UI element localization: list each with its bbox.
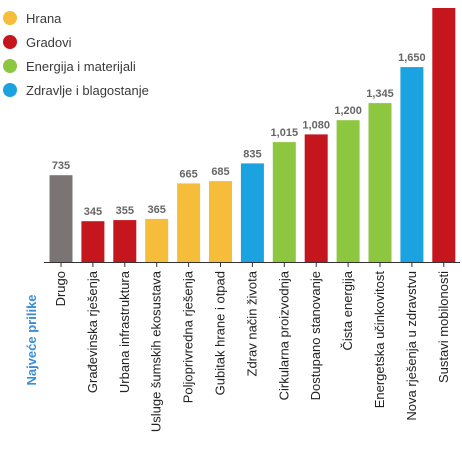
category-label: Energetska učinkovitost — [372, 271, 387, 409]
category-label: Usluge šumskih ekosustava — [149, 270, 164, 432]
legend-swatch-zdravlje — [3, 83, 17, 97]
y-axis-label: Najveće prilike — [24, 294, 39, 385]
legend-label-gradovi: Gradovi — [26, 34, 72, 50]
category-label: Građevinska rješenja — [85, 270, 100, 393]
bar — [272, 142, 296, 262]
category-label: Cirkularna proizvodnja — [276, 270, 291, 400]
bar — [432, 8, 456, 262]
legend-swatch-energija — [3, 59, 17, 73]
bar-value-label: 1,015 — [271, 127, 299, 139]
bar — [113, 220, 137, 262]
legend-label-zdravlje: Zdravlje i blagostanje — [26, 82, 149, 98]
legend-item-energija: Energija i materijali — [3, 54, 149, 78]
bar-value-label: 1,200 — [334, 105, 362, 117]
bar-value-label: 1,080 — [302, 119, 330, 131]
category-label: Nova rješenja u zdravstvu — [404, 271, 419, 421]
bar — [209, 181, 232, 262]
bar — [81, 221, 105, 262]
bar — [304, 134, 328, 262]
legend-label-hrana: Hrana — [26, 10, 62, 26]
category-label: Dostupano stanovanje — [308, 271, 323, 400]
legend-item-hrana: Hrana — [3, 6, 149, 30]
bar — [177, 183, 201, 262]
category-label: Drugo — [53, 271, 68, 306]
category-label: Zdrav način života — [244, 270, 259, 376]
category-label: Poljoprivredna rješenja — [181, 270, 196, 403]
bar-value-label: 1,650 — [398, 52, 426, 64]
bar-value-label: 365 — [148, 204, 166, 216]
category-label: Gubitak hrane i otpad — [213, 271, 228, 395]
plot-area: 735 Drugo 345 Građevinska rješenja 355 Urbana… — [44, 8, 460, 432]
bar — [400, 67, 424, 262]
bar-value-label: 355 — [116, 205, 134, 217]
legend-item-zdravlje: Zdravlje i blagostanje — [3, 78, 149, 102]
bar — [336, 120, 360, 262]
category-label: Urbana infrastruktura — [117, 270, 132, 393]
legend-item-gradovi: Gradovi — [3, 30, 149, 54]
bar-value-label: 665 — [179, 168, 197, 180]
bar — [368, 103, 392, 262]
legend-swatch-gradovi — [3, 35, 17, 49]
bar — [49, 175, 73, 262]
bar-value-label: 835 — [243, 148, 261, 160]
category-label: Čista energija — [340, 270, 355, 350]
legend-label-energija: Energija i materijali — [26, 58, 136, 74]
legend: Hrana Gradovi Energija i materijali Zdra… — [3, 6, 149, 102]
legend-swatch-hrana — [3, 11, 17, 25]
bar-value-label: 1,345 — [366, 88, 394, 100]
category-label: Sustavi mobilonosti — [436, 271, 451, 383]
bar-value-label: 685 — [211, 166, 229, 178]
bar-value-label: 735 — [52, 160, 70, 172]
bar — [240, 163, 264, 262]
bar-value-label: 345 — [84, 206, 102, 218]
bar — [145, 218, 169, 262]
